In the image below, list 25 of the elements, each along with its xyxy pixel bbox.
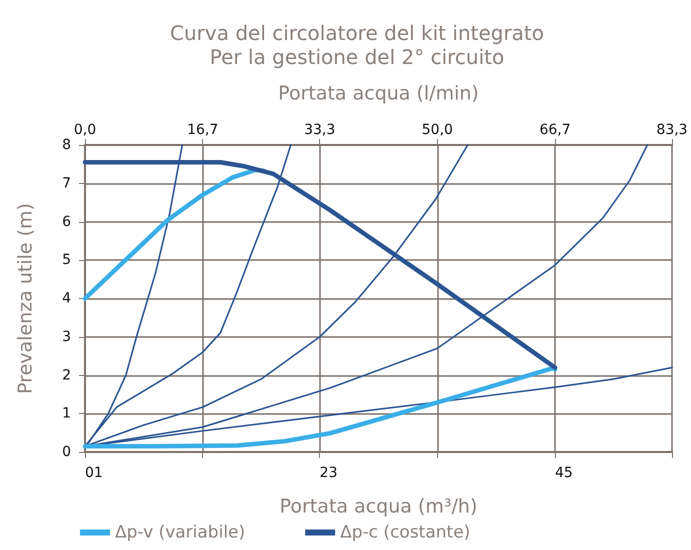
y-tick-label: 4 bbox=[62, 290, 72, 306]
text: 01 bbox=[85, 465, 103, 481]
legend-label: Δp-c (costante) bbox=[340, 522, 470, 542]
y-tick-label: 1 bbox=[62, 406, 71, 422]
text: 45 bbox=[555, 465, 573, 481]
y-tick-label: 8 bbox=[62, 137, 71, 153]
chart-subtitle: Per la gestione del 2° circuito bbox=[210, 45, 504, 69]
y-tick-label: 0 bbox=[62, 444, 71, 460]
y-tick-label: 3 bbox=[62, 328, 71, 345]
x2-axis-title: Portata acqua (m³/h) bbox=[280, 496, 478, 518]
x-axis-title: Portata acqua (l/min) bbox=[278, 82, 479, 104]
x-tick-label: 16,7 bbox=[187, 122, 218, 138]
chart-title: Curva del circolatore del kit integrato bbox=[170, 21, 544, 45]
y-tick-label: 6 bbox=[62, 214, 72, 230]
text: 23 bbox=[320, 465, 338, 481]
y-axis-title: Prevalenza utile (m) bbox=[14, 203, 36, 394]
x-tick-label: 33,3 bbox=[304, 122, 336, 138]
y-tick-label: 2 bbox=[62, 367, 71, 384]
x-tick-label: 66,7 bbox=[539, 122, 571, 138]
legend-label: Δp-v (variabile) bbox=[115, 522, 246, 542]
y-tick-label: 5 bbox=[62, 252, 71, 268]
x-tick-label: 50,0 bbox=[422, 122, 453, 138]
y-tick-label: 7 bbox=[62, 175, 71, 192]
x-tick-label: 83,3 bbox=[656, 122, 688, 138]
x-tick-label: 0,0 bbox=[74, 122, 96, 138]
